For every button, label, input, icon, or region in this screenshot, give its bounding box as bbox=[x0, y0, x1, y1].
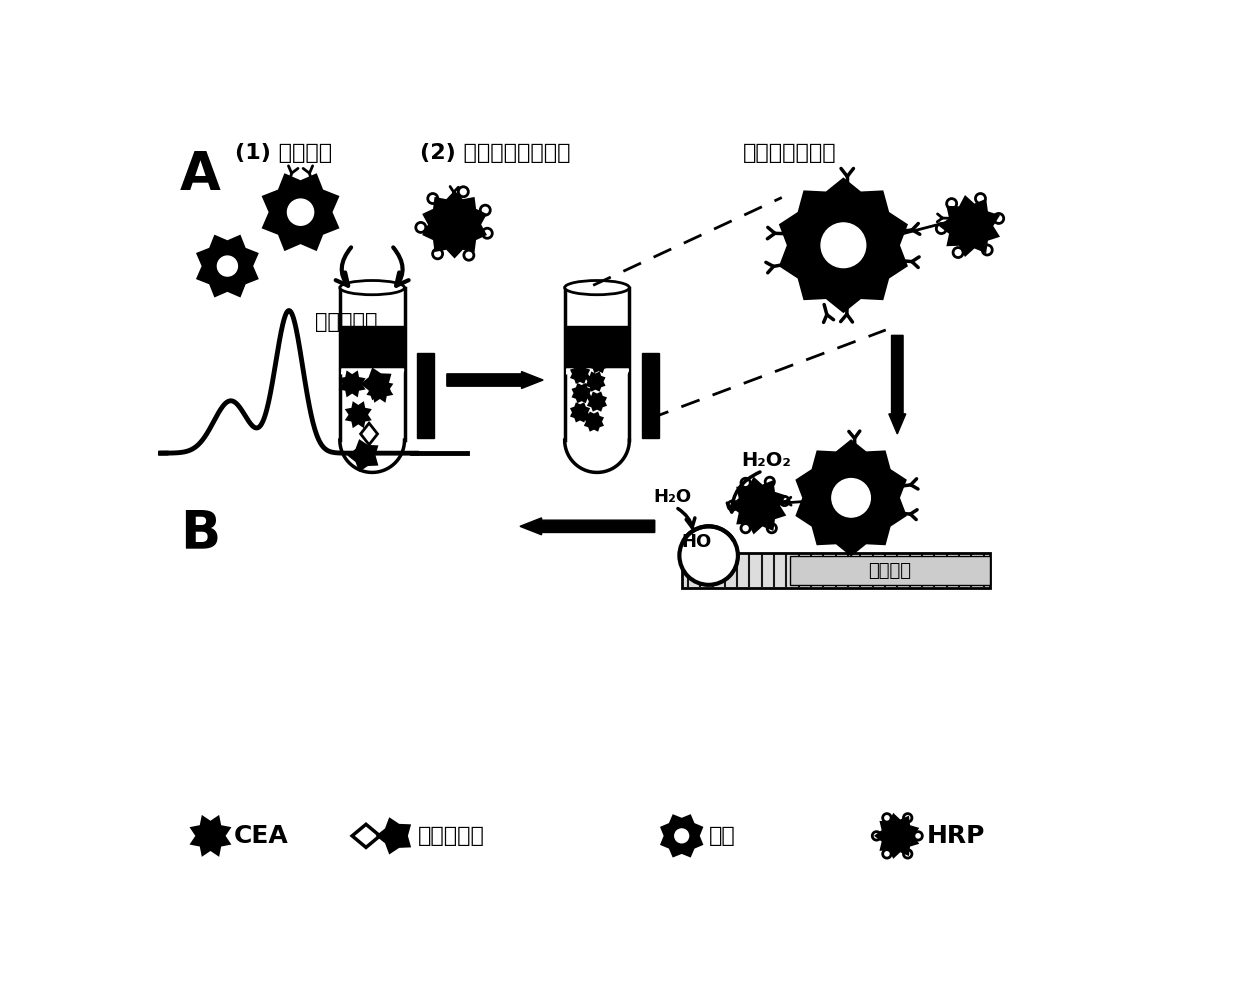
Polygon shape bbox=[587, 334, 604, 351]
Text: 免疫夹心复匆物: 免疫夹心复匆物 bbox=[743, 143, 837, 163]
Polygon shape bbox=[197, 236, 258, 296]
Text: B: B bbox=[180, 507, 219, 559]
Text: 固体电极: 固体电极 bbox=[868, 562, 911, 580]
Polygon shape bbox=[889, 335, 905, 434]
Polygon shape bbox=[362, 369, 391, 398]
Polygon shape bbox=[368, 377, 392, 401]
Circle shape bbox=[675, 829, 688, 842]
Text: HRP: HRP bbox=[926, 824, 985, 848]
FancyArrowPatch shape bbox=[678, 509, 694, 528]
Polygon shape bbox=[424, 192, 486, 257]
Text: (2) 纳米金双功能探针: (2) 纳米金双功能探针 bbox=[420, 143, 570, 163]
Polygon shape bbox=[661, 815, 702, 856]
Polygon shape bbox=[348, 441, 377, 470]
Ellipse shape bbox=[564, 280, 630, 294]
Text: CEA: CEA bbox=[233, 824, 289, 848]
Text: A: A bbox=[180, 149, 221, 201]
Text: (1) 免疫磁珠: (1) 免疫磁珠 bbox=[236, 143, 332, 163]
Polygon shape bbox=[573, 348, 590, 365]
Polygon shape bbox=[588, 393, 605, 410]
Polygon shape bbox=[587, 373, 604, 390]
Text: H₂O₂: H₂O₂ bbox=[742, 451, 791, 470]
Bar bbox=[417, 353, 434, 438]
Polygon shape bbox=[572, 404, 589, 421]
FancyArrowPatch shape bbox=[336, 248, 351, 285]
Polygon shape bbox=[875, 814, 918, 857]
Bar bbox=[790, 556, 990, 585]
Polygon shape bbox=[564, 287, 630, 472]
Circle shape bbox=[680, 526, 738, 585]
Text: HO: HO bbox=[682, 533, 712, 551]
Circle shape bbox=[288, 199, 314, 226]
Polygon shape bbox=[573, 384, 590, 402]
FancyArrowPatch shape bbox=[728, 472, 760, 512]
Polygon shape bbox=[263, 175, 339, 250]
Polygon shape bbox=[572, 329, 589, 346]
Circle shape bbox=[217, 256, 237, 276]
Polygon shape bbox=[377, 818, 409, 853]
Polygon shape bbox=[341, 372, 363, 395]
Circle shape bbox=[832, 479, 870, 517]
Polygon shape bbox=[585, 413, 603, 430]
Polygon shape bbox=[446, 371, 543, 388]
Polygon shape bbox=[352, 824, 379, 847]
Polygon shape bbox=[191, 816, 229, 855]
Text: 电化学信号: 电化学信号 bbox=[315, 312, 378, 332]
Text: 其它蛋白质: 其它蛋白质 bbox=[418, 826, 485, 846]
Ellipse shape bbox=[340, 280, 404, 294]
Bar bbox=[682, 553, 990, 588]
Bar bbox=[641, 353, 658, 438]
Polygon shape bbox=[941, 197, 998, 255]
Text: H₂O: H₂O bbox=[653, 488, 692, 506]
Polygon shape bbox=[520, 518, 655, 535]
Polygon shape bbox=[352, 341, 376, 365]
Polygon shape bbox=[780, 179, 906, 311]
Polygon shape bbox=[590, 354, 608, 371]
Polygon shape bbox=[361, 423, 377, 445]
Polygon shape bbox=[572, 365, 589, 382]
Polygon shape bbox=[796, 440, 905, 555]
FancyArrowPatch shape bbox=[393, 248, 409, 285]
Polygon shape bbox=[732, 478, 785, 533]
Polygon shape bbox=[346, 403, 370, 426]
Text: 磁珠: 磁珠 bbox=[708, 826, 735, 846]
Polygon shape bbox=[340, 287, 404, 472]
Circle shape bbox=[821, 223, 866, 267]
